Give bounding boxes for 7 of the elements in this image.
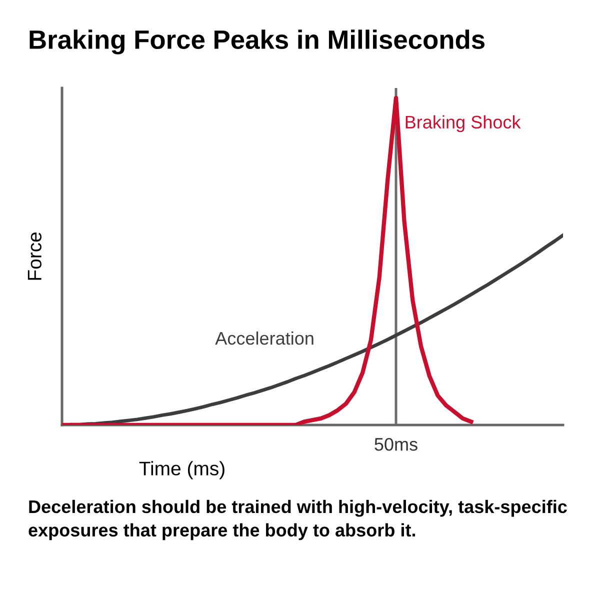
text: 50ms — [374, 438, 418, 451]
chart-title: Braking Force Peaks in Milliseconds — [30, 30, 484, 54]
x-axis-title: Time (ms) — [139, 461, 224, 480]
series-label: Braking Shock — [406, 115, 521, 132]
series-label: Acceleration — [215, 331, 314, 345]
text: Deceleration should be trained with high-velocity, task-specific exposures that prepare the body to absorb it. — [28, 500, 567, 540]
y-axis-title: Force — [28, 232, 42, 280]
